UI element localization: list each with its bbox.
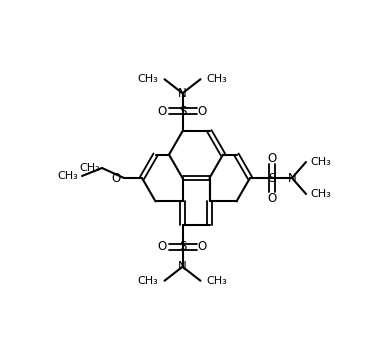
- Text: CH₃: CH₃: [206, 74, 227, 84]
- Text: N: N: [178, 260, 187, 273]
- Text: S: S: [179, 240, 186, 253]
- Text: O: O: [198, 240, 207, 253]
- Text: O: O: [158, 240, 167, 253]
- Text: CH₃: CH₃: [138, 276, 159, 286]
- Text: CH₂: CH₂: [80, 163, 100, 173]
- Text: CH₃: CH₃: [310, 189, 331, 199]
- Text: CH₃: CH₃: [57, 171, 78, 181]
- Text: O: O: [112, 172, 121, 184]
- Text: CH₃: CH₃: [138, 74, 159, 84]
- Text: S: S: [179, 105, 186, 118]
- Text: O: O: [267, 151, 277, 165]
- Text: N: N: [178, 87, 187, 100]
- Text: O: O: [198, 105, 207, 118]
- Text: O: O: [158, 105, 167, 118]
- Text: O: O: [267, 191, 277, 205]
- Text: S: S: [268, 172, 276, 184]
- Text: N: N: [288, 172, 296, 184]
- Text: CH₃: CH₃: [310, 157, 331, 167]
- Text: CH₃: CH₃: [206, 276, 227, 286]
